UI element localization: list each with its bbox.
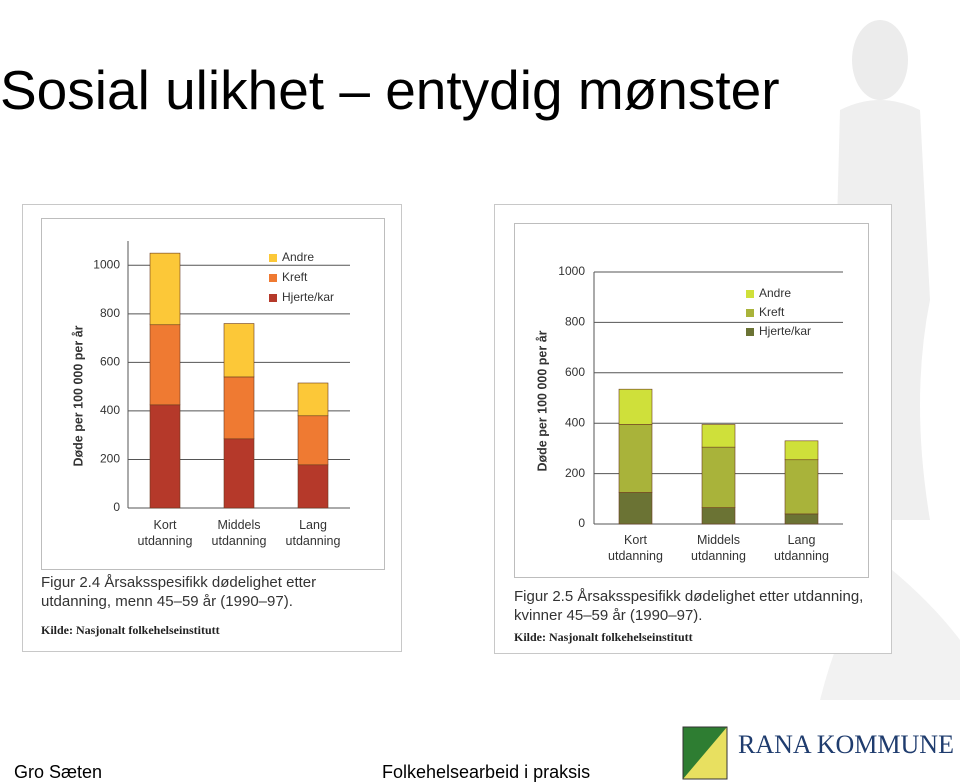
slide-title: Sosial ulikhet – entydig mønster — [0, 59, 780, 121]
y-tick-label: 1000 — [558, 264, 585, 278]
bar-segment — [223, 376, 255, 440]
y-tick-label: 400 — [565, 415, 585, 429]
logo-text: RANA KOMMUNE — [738, 730, 954, 759]
bar-segment — [784, 459, 819, 515]
bar-segment — [149, 404, 181, 509]
bar-segment — [297, 464, 329, 509]
x-tick-label: Lang utdanning — [285, 518, 341, 548]
chart: 0 200 400 600 800 1000 Døde per 100 000 per år… — [535, 264, 843, 530]
legend-label: Hjerte/kar — [759, 324, 811, 338]
legend-label: Hjerte/kar — [282, 290, 334, 304]
bar-segment — [784, 440, 819, 461]
y-axis-label: Døde per 100 000 per år — [71, 325, 85, 466]
x-tick-label: Middels utdanning — [211, 518, 267, 548]
legend-swatch — [746, 309, 754, 317]
y-tick-label: 800 — [100, 306, 120, 320]
x-tick-label: Middels utdanning — [691, 533, 746, 563]
chart-panel: 0 200 400 600 800 1000 Døde per 100 000 per år… — [494, 204, 892, 654]
bar-segment — [618, 424, 653, 493]
y-tick-label: 200 — [565, 466, 585, 480]
y-tick-label: 0 — [578, 516, 585, 530]
legend-swatch — [746, 328, 754, 336]
x-tick-label: Kort utdanning — [137, 518, 193, 548]
bar-segment — [149, 252, 181, 326]
legend-swatch — [269, 274, 277, 282]
legend-swatch — [269, 294, 277, 302]
figure-caption: Figur 2.4 Årsaksspesifikk dødelighet ett… — [41, 574, 317, 610]
figure-caption: Figur 2.5 Årsaksspesifikk dødelighet ett… — [514, 588, 864, 624]
logo-icon — [682, 726, 728, 780]
bar-segment — [223, 323, 255, 378]
bar-segment — [297, 382, 329, 417]
y-tick-label: 400 — [100, 403, 120, 417]
x-tick-label: Kort utdanning — [608, 533, 663, 563]
y-tick-label: 800 — [565, 315, 585, 329]
y-tick-label: 0 — [113, 500, 120, 514]
legend-label: Andre — [282, 250, 314, 264]
bar-segment — [618, 388, 653, 425]
x-tick-label: Lang utdanning — [774, 533, 829, 563]
footer-author: Gro Sæten — [14, 762, 103, 782]
legend-label: Kreft — [759, 305, 785, 319]
y-axis-label: Døde per 100 000 per år — [535, 330, 549, 471]
bar-segment — [149, 324, 181, 406]
legend-label: Kreft — [282, 270, 308, 284]
plot-frame — [514, 223, 869, 578]
legend-swatch — [746, 290, 754, 298]
bar-segment — [701, 446, 736, 508]
bar-segment — [223, 438, 255, 509]
bar-segment — [701, 507, 736, 525]
bar-segment — [618, 492, 653, 525]
y-tick-label: 1000 — [93, 257, 120, 271]
y-tick-label: 600 — [100, 355, 120, 369]
chart: 0 200 400 600 800 1000 Døde per 100 000 per år… — [71, 241, 350, 514]
bar-segment — [784, 513, 819, 525]
bar-segment — [297, 415, 329, 466]
chart-panel: 0 200 400 600 800 1000 Døde per 100 000 per år… — [22, 204, 402, 652]
figure-source: Kilde: Nasjonalt folkehelseinstitutt — [514, 630, 693, 644]
figure-source: Kilde: Nasjonalt folkehelseinstitutt — [41, 623, 220, 637]
y-tick-label: 200 — [100, 452, 120, 466]
legend-label: Andre — [759, 286, 791, 300]
footer-center: Folkehelsearbeid i praksis — [382, 762, 591, 782]
plot-frame — [41, 218, 385, 570]
legend-swatch — [269, 254, 277, 262]
bar-segment — [701, 424, 736, 448]
y-tick-label: 600 — [565, 365, 585, 379]
